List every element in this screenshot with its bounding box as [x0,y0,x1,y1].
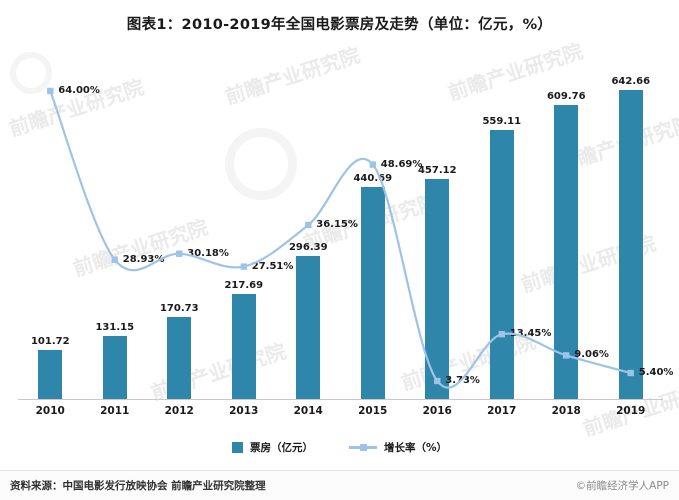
plot-area: 101.72 64.00% 131.15 28.93% 170.73 30.18% 217.… [18,62,673,400]
bar-value-label: 296.39 [288,242,328,254]
x-axis-label-2010: 2010 [35,405,65,417]
bar-value-label: 217.69 [224,280,264,292]
bar-2014 [296,256,321,399]
legend-item-growth: 增长率（%） [348,440,448,455]
x-axis-label-2012: 2012 [164,405,194,417]
legend-item-boxoffice: 票房（亿元） [231,440,313,455]
x-axis-label-2015: 2015 [358,405,388,417]
growth-value-label: 64.00% [58,84,100,96]
growth-value-label: 30.18% [187,247,229,259]
bar-2011 [102,335,127,399]
copyright-note: ©前瞻经济学人APP [575,480,669,492]
x-axis: 2010 2011 2012 2013 2014 2015 2016 2017 2018 2019 [18,405,663,421]
footer: 资料来源：中国电影发行放映协会 前瞻产业研究院整理 ©前瞻经济学人APP [0,470,679,500]
line-marker-icon [176,250,183,257]
x-axis-label-2019: 2019 [616,405,646,417]
bar-2015 [360,186,385,399]
line-marker-icon [434,377,441,385]
line-marker-icon [498,331,505,338]
legend-label-boxoffice: 票房（亿元） [249,442,313,454]
x-axis-label-2013: 2013 [229,405,259,417]
x-axis-label-2017: 2017 [487,405,517,417]
bar-value-label: 170.73 [159,302,199,314]
line-marker-icon [240,263,247,270]
x-axis-label-2011: 2011 [100,405,130,417]
bar-2017 [489,129,514,399]
bar-2018 [554,105,579,399]
bar-value-label: 642.66 [611,75,651,87]
line-marker-icon [47,87,54,95]
bar-value-label: 440.69 [353,172,393,184]
legend-label-growth: 增长率（%） [383,442,448,454]
growth-value-label: 28.93% [122,253,165,265]
bar-value-label: 609.76 [546,91,586,103]
growth-value-label: 5.40% [638,367,674,378]
chart-title: 图表1：2010-2019年全国电影票房及走势（单位：亿元，%） [126,17,553,33]
growth-value-label: 27.51% [251,260,294,272]
x-axis-label-2016: 2016 [422,405,452,417]
line-marker-icon [111,256,118,263]
line-marker-icon [305,221,312,229]
bar-2013 [231,294,256,399]
x-axis-label-2014: 2014 [293,405,323,417]
bar-2019 [618,89,643,399]
growth-value-label: 9.06% [574,349,609,361]
line-marker-icon [563,352,570,359]
bar-2010 [38,350,63,399]
bar-value-label: 101.72 [30,336,70,348]
bar-value-label: 457.12 [417,164,457,176]
legend: 票房（亿元） 增长率（%） [0,440,679,455]
line-marker-icon [369,161,376,168]
x-axis-label-2018: 2018 [551,405,581,417]
growth-value-label: 13.45% [509,328,552,340]
growth-value-label: 48.69% [380,158,423,170]
growth-line-swatch-icon [348,444,377,451]
bar-2012 [167,316,192,399]
source-note: 资料来源：中国电影发行放映协会 前瞻产业研究院整理 [10,480,266,492]
growth-value-label: 36.15% [316,218,358,230]
boxoffice-swatch-icon [231,442,243,453]
bar-value-label: 131.15 [95,321,135,333]
growth-value-label: 3.73% [445,375,480,387]
growth-line [47,87,634,389]
line-marker-icon [627,369,634,377]
bar-value-label: 559.11 [482,115,522,127]
